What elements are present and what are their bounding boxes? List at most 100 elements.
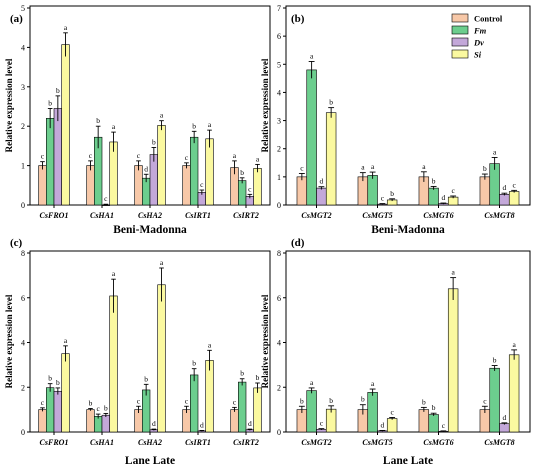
y-tick-label: 4: [21, 339, 25, 348]
significance-letter: c: [451, 186, 455, 195]
bar-dv: [53, 108, 62, 206]
bar-control: [479, 176, 491, 206]
significance-letter: a: [233, 151, 237, 160]
significance-letter: b: [300, 396, 304, 405]
significance-letter: a: [160, 111, 164, 120]
bar-dv: [149, 154, 158, 206]
significance-letter: c: [41, 398, 45, 407]
significance-letter: a: [361, 163, 365, 172]
significance-letter: d: [152, 419, 156, 428]
bar-fm: [489, 163, 500, 206]
significance-letter: b: [361, 395, 365, 404]
significance-letter: c: [41, 152, 45, 161]
category-label: CsMGT2: [301, 211, 331, 220]
bar-fm: [306, 69, 317, 206]
bar-si: [205, 360, 214, 433]
bar-control: [38, 409, 47, 433]
bar-fm: [46, 387, 55, 433]
significance-letter: a: [422, 162, 426, 171]
bar-fm: [238, 381, 247, 433]
y-tick-label: 5: [21, 4, 25, 13]
significance-letter: b: [329, 396, 333, 405]
y-tick-label: 0: [21, 201, 25, 210]
significance-letter: c: [300, 163, 304, 172]
significance-letter: b: [96, 116, 100, 125]
y-tick-label: 3: [21, 83, 25, 92]
bar-fm: [489, 367, 500, 433]
plot-frame: [285, 5, 531, 206]
significance-letter: a: [64, 336, 68, 345]
bar-fm: [367, 392, 378, 433]
y-tick-label: 2: [21, 122, 25, 131]
significance-letter: c: [137, 151, 141, 160]
significance-letter: a: [64, 23, 68, 32]
y-tick-label: 8: [277, 249, 281, 258]
panel-label: (b): [291, 13, 305, 25]
category-label: CsHA2: [138, 211, 162, 220]
significance-letter: c: [512, 180, 516, 189]
significance-letter: b: [48, 374, 52, 383]
significance-letter: b: [493, 356, 497, 365]
significance-letter: b: [104, 403, 108, 412]
bar-control: [230, 409, 239, 433]
legend-label-dv: Dv: [473, 38, 484, 48]
significance-letter: c: [104, 194, 108, 203]
significance-letter: c: [185, 153, 189, 162]
significance-letter: a: [310, 51, 314, 60]
legend-swatch-dv: [451, 37, 469, 47]
bar-control: [86, 165, 95, 206]
category-label: CsMGT6: [423, 211, 453, 220]
y-tick-label: 8: [21, 249, 25, 258]
significance-letter: d: [442, 193, 446, 202]
significance-letter: c: [390, 407, 394, 416]
significance-letter: b: [56, 86, 60, 95]
significance-letter: b: [192, 121, 196, 130]
significance-letter: c: [442, 421, 446, 430]
bar-si: [157, 284, 166, 433]
cultivar-label: Lane Late: [383, 455, 433, 467]
significance-letter: c: [200, 180, 204, 189]
legend-label-control: Control: [474, 14, 503, 24]
significance-letter: b: [256, 373, 260, 382]
significance-letter: c: [320, 419, 324, 428]
y-tick-label: 0: [277, 428, 281, 437]
significance-letter: a: [371, 379, 375, 388]
bar-dv: [499, 194, 510, 206]
legend: Control Fm Dv Si: [451, 14, 503, 60]
significance-letter: c: [483, 396, 487, 405]
significance-letter: c: [137, 396, 141, 405]
legend-label-fm: Fm: [473, 26, 487, 36]
panel-label: (d): [291, 237, 305, 249]
bar-dv: [101, 204, 110, 206]
significance-letter: a: [208, 120, 212, 129]
y-tick-label: 2: [21, 383, 25, 392]
bar-dv: [101, 414, 110, 433]
bar-si: [386, 418, 398, 433]
significance-letter: a: [310, 378, 314, 387]
bar-dv: [316, 187, 327, 206]
bar-si: [508, 191, 520, 206]
category-label: CsIRT1: [185, 211, 211, 220]
y-axis-label: Relative expression level: [260, 58, 270, 152]
y-axis-label: Relative expression level: [4, 294, 14, 388]
bar-fm: [367, 175, 378, 206]
y-tick-label: 2: [277, 145, 281, 154]
bar-control: [296, 176, 308, 206]
significance-letter: a: [112, 269, 116, 278]
y-axis-label: Relative expression level: [260, 294, 270, 388]
y-tick-label: 2: [277, 383, 281, 392]
plot-frame: [285, 250, 531, 433]
cultivar-label: Lane Late: [125, 455, 175, 467]
category-label: CsIRT1: [185, 438, 211, 447]
y-tick-label: 4: [277, 339, 281, 348]
y-tick-label: 0: [277, 201, 281, 210]
category-label: CsMGT5: [362, 211, 392, 220]
y-tick-label: 3: [277, 117, 281, 126]
bar-control: [134, 165, 143, 206]
y-tick-label: 5: [277, 60, 281, 69]
panel-label: (c): [10, 237, 23, 249]
significance-letter: c: [381, 194, 385, 203]
bar-si: [447, 196, 459, 206]
y-tick-label: 4: [21, 43, 25, 52]
bar-control: [357, 176, 369, 206]
